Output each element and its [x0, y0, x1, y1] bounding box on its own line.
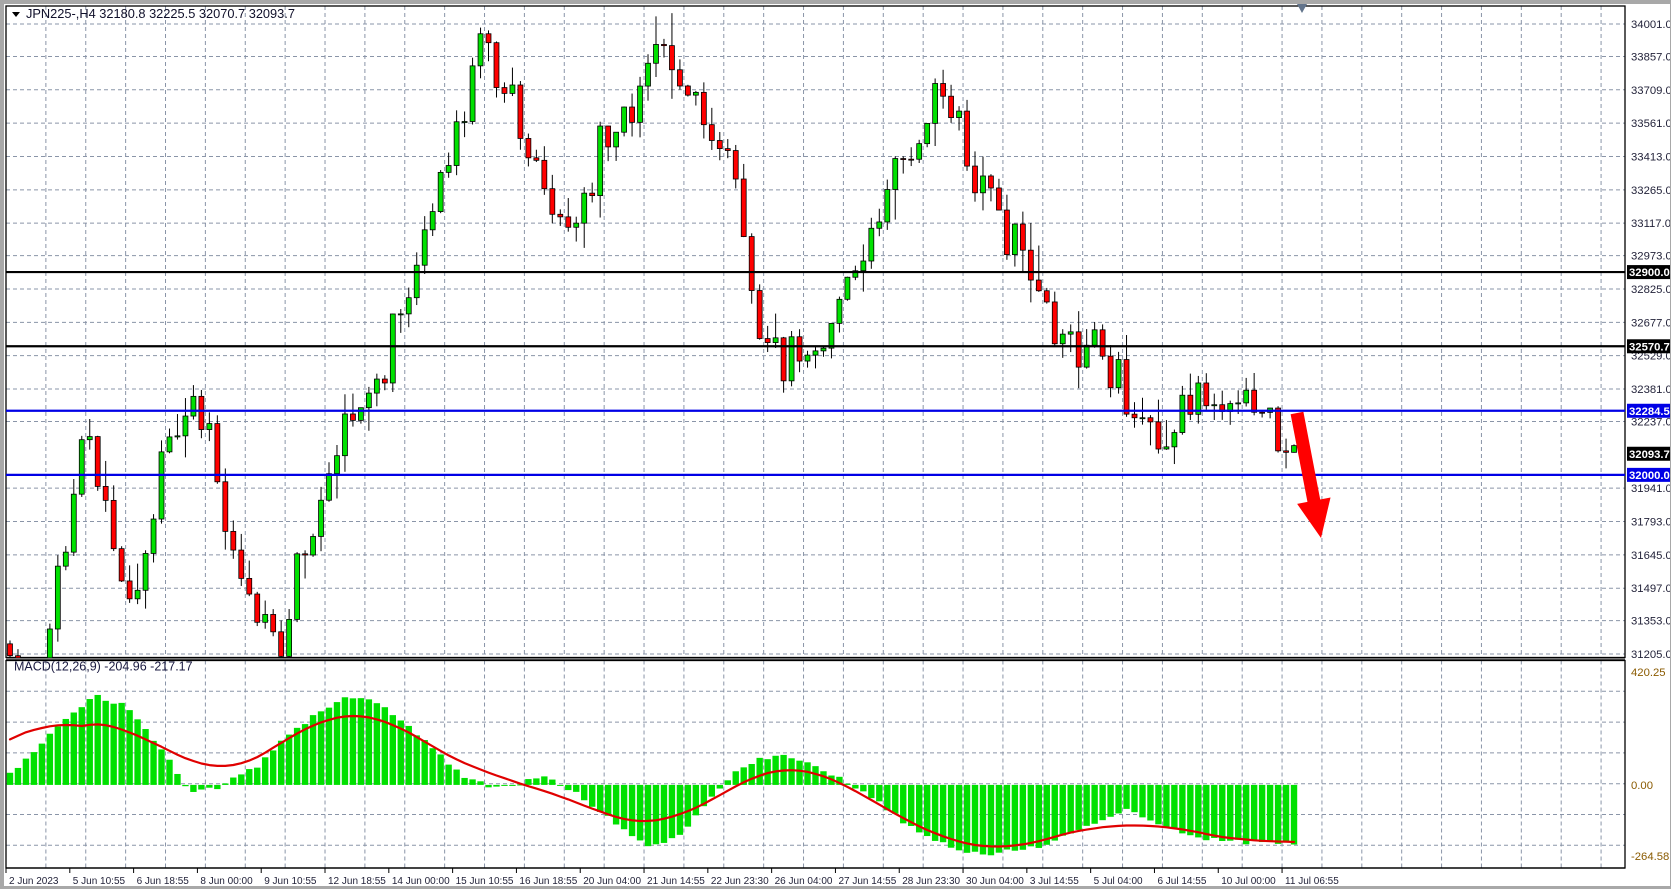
svg-text:6 Jul 14:55: 6 Jul 14:55: [1157, 876, 1206, 886]
svg-text:3 Jul 14:55: 3 Jul 14:55: [1030, 876, 1079, 886]
svg-text:15 Jun 10:55: 15 Jun 10:55: [456, 876, 514, 886]
svg-text:-264.58: -264.58: [1631, 851, 1669, 863]
svg-text:5 Jun 10:55: 5 Jun 10:55: [73, 876, 126, 886]
svg-text:20 Jun 04:00: 20 Jun 04:00: [583, 876, 641, 886]
svg-text:27 Jun 14:55: 27 Jun 14:55: [838, 876, 896, 886]
svg-text:32381.0: 32381.0: [1631, 384, 1670, 396]
svg-text:JPN225-,H4 32180.8 32225.5 3: JPN225-,H4 32180.8 32225.5 32070.7 32093…: [26, 6, 295, 21]
svg-text:16 Jun 18:55: 16 Jun 18:55: [519, 876, 577, 886]
svg-text:31941.0: 31941.0: [1631, 483, 1670, 495]
svg-text:420.25: 420.25: [1631, 667, 1666, 679]
svg-text:2 Jun 2023: 2 Jun 2023: [9, 876, 59, 886]
svg-text:33857.0: 33857.0: [1631, 51, 1670, 63]
svg-text:32000.0: 32000.0: [1629, 470, 1670, 482]
svg-text:6 Jun 18:55: 6 Jun 18:55: [137, 876, 190, 886]
svg-text:33265.0: 33265.0: [1631, 185, 1670, 197]
svg-text:12 Jun 18:55: 12 Jun 18:55: [328, 876, 386, 886]
svg-text:14 Jun 00:00: 14 Jun 00:00: [392, 876, 450, 886]
svg-text:31497.0: 31497.0: [1631, 583, 1670, 595]
svg-text:22 Jun 23:30: 22 Jun 23:30: [711, 876, 769, 886]
svg-text:8 Jun 00:00: 8 Jun 00:00: [200, 876, 253, 886]
svg-text:32237.0: 32237.0: [1631, 416, 1670, 428]
svg-text:11 Jul 06:55: 11 Jul 06:55: [1285, 876, 1339, 886]
svg-text:31205.0: 31205.0: [1631, 649, 1670, 661]
svg-text:34001.0: 34001.0: [1631, 19, 1670, 31]
svg-text:28 Jun 23:30: 28 Jun 23:30: [902, 876, 960, 886]
svg-text:33561.0: 33561.0: [1631, 118, 1670, 130]
svg-text:21 Jun 14:55: 21 Jun 14:55: [647, 876, 705, 886]
svg-text:33117.0: 33117.0: [1631, 218, 1670, 230]
svg-text:10 Jul 00:00: 10 Jul 00:00: [1221, 876, 1276, 886]
svg-text:5 Jul 04:00: 5 Jul 04:00: [1094, 876, 1143, 886]
svg-text:32093.7: 32093.7: [1629, 449, 1670, 461]
svg-text:32284.5: 32284.5: [1629, 406, 1670, 418]
svg-text:32570.7: 32570.7: [1629, 341, 1670, 353]
svg-text:32900.0: 32900.0: [1629, 267, 1670, 279]
svg-text:32973.0: 32973.0: [1631, 251, 1670, 263]
svg-text:30 Jun 04:00: 30 Jun 04:00: [966, 876, 1024, 886]
svg-text:MACD(12,26,9) -204.96 -217.17: MACD(12,26,9) -204.96 -217.17: [14, 660, 193, 674]
svg-text:0.00: 0.00: [1631, 780, 1653, 792]
svg-text:31645.0: 31645.0: [1631, 550, 1670, 562]
svg-text:9 Jun 10:55: 9 Jun 10:55: [264, 876, 317, 886]
svg-text:31353.0: 31353.0: [1631, 616, 1670, 628]
svg-text:31793.0: 31793.0: [1631, 517, 1670, 529]
svg-text:33413.0: 33413.0: [1631, 151, 1670, 163]
svg-text:32677.0: 32677.0: [1631, 317, 1670, 329]
svg-text:26 Jun 04:00: 26 Jun 04:00: [775, 876, 833, 886]
svg-text:32825.0: 32825.0: [1631, 284, 1670, 296]
svg-text:33709.0: 33709.0: [1631, 85, 1670, 97]
